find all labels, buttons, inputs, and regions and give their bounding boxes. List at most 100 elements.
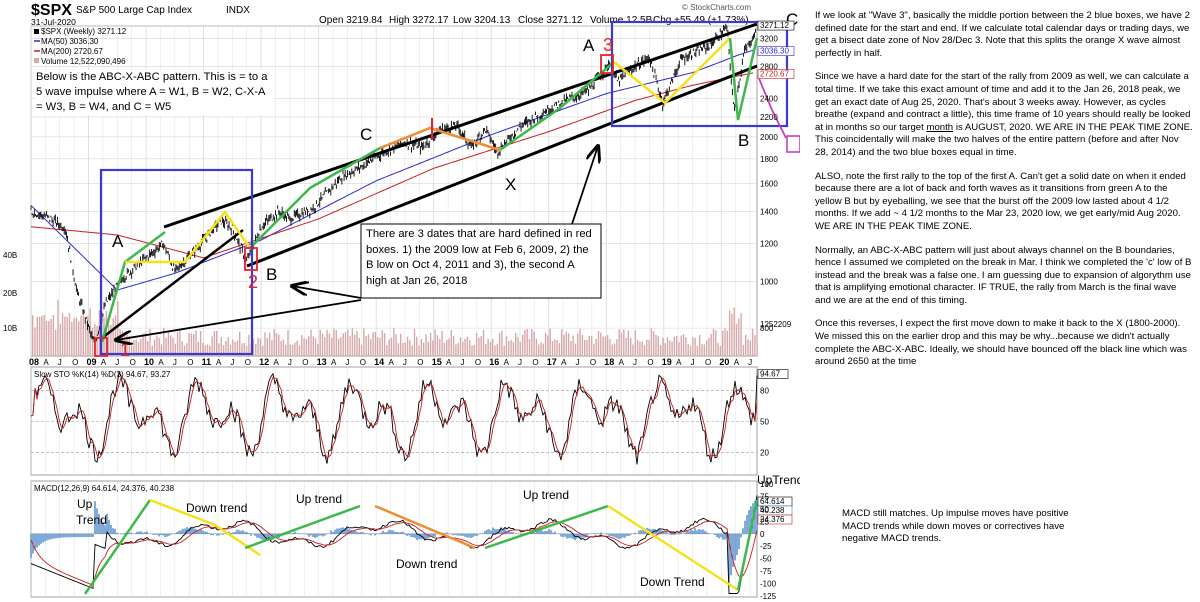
volume-bar [317,343,319,356]
macd-tick-label: 50 [760,505,769,514]
price-tick-label: 1800 [760,155,778,164]
volume-bar [664,343,666,356]
sto-tick-label: 50 [760,418,769,427]
x-tick-label: A [446,358,452,367]
macd-tick-label: 100 [760,480,774,489]
volume-bar [618,329,620,356]
volume-bar [512,341,515,356]
volume-bar [632,344,634,356]
volume-bar [140,338,142,356]
close-value: Close 3271.12 [518,15,583,26]
x-tick-label: O [130,358,136,367]
commentary-paragraph-3: ALSO, note the first rally to the top of… [815,170,1186,232]
volume-bar [689,345,692,356]
volume-bar [354,334,356,356]
x-tick-label: O [647,358,653,367]
volume-bar [117,301,119,356]
index-exchange: INDX [226,5,250,16]
volume-bar [45,320,48,356]
volume-bar [724,328,726,356]
volume-bar [634,330,636,356]
volume-bar [659,345,662,356]
volume-bar [542,343,544,356]
price-legend: $SPX (Weekly) 3271.12 MA(50) 3036.30 MA(… [34,27,127,66]
volume-bars: 40B 20B 10B 1252209 [3,251,792,356]
macd-label-down-trend-3: Down Trend [640,575,705,589]
volume-bar [528,339,531,356]
price-tick-label: 1000 [760,278,778,287]
volume-bar [505,336,508,356]
volume-bar [726,330,728,356]
x-axis: 08 A J O 09 A J O 10 A J O 11 A J O 12 A J O 13 A J O 14 A J O 15 A J O… [29,357,752,367]
volume-bar [558,343,561,356]
macd-value-label: 64.614 [760,497,785,506]
red-box-3 [600,54,614,74]
value-tag-label: 3036.30 [760,47,789,56]
x-tick-label: J [518,358,522,367]
sto-title: Slow STO %K(14) %D(3) 94.67, 93.27 [34,370,171,379]
volume-bar [133,340,135,356]
macd-value-box [757,514,793,525]
volume-bar [611,344,613,356]
price-tick-label: 2000 [760,133,778,142]
volume-bar [609,339,611,356]
volume-bar [199,331,202,356]
volume-bar [551,341,554,356]
price-tick-label: 1200 [760,239,778,248]
volume-bar [82,313,84,356]
volume-bar [588,335,590,356]
volume-bar [333,328,335,356]
volume-bar [563,334,565,356]
volume-bar [685,337,687,356]
volume-bar [271,339,273,356]
volume-bar [565,331,567,356]
volume-bar [301,335,303,356]
volume-bar [41,315,43,356]
volume-bar [61,313,64,356]
index-name: S&P 500 Large Cap Index [76,5,192,16]
purple-projection [757,75,787,139]
volume-bar [485,344,487,356]
x-tick-label: 13 [317,357,327,367]
x-tick-label: O [245,358,251,367]
x-tick-label: J [633,358,637,367]
volume-bar [167,330,170,356]
volume-bar [264,332,266,356]
volume-bar [733,307,735,356]
volume-bar [275,333,278,356]
volume-bar [570,341,572,356]
macd-title: MACD(12,26,9) 64.614, 24.376, 40.238 [34,484,175,493]
volume-bar [32,315,34,356]
volume-bar [342,333,344,356]
volume-bar [494,345,496,356]
macd-label-uptrend-4: UpTrend [757,473,800,487]
red-number-3: 3 [603,35,613,55]
volume-bar [411,345,413,356]
x-tick-label: A [43,358,49,367]
volume-bar [413,328,416,356]
volume-bar [393,328,395,356]
volume-bar [397,343,400,356]
volume-bar [600,332,602,356]
x-tick-label: A [619,358,625,367]
volume-bar [285,344,287,356]
x-tick-label: 11 [202,357,212,367]
volume-bar [549,328,551,356]
volume-bar [657,336,659,356]
red-box-2 [244,247,258,271]
volume-bar [220,337,222,356]
value-tag-label: 2720.67 [760,70,789,79]
volume-bar [515,332,517,356]
volume-bar [655,334,657,356]
x-tick-label: O [475,358,481,367]
volume-bar [694,337,696,356]
volume-bar [314,338,317,356]
volume-bar [209,345,211,356]
volume-bar [172,337,174,356]
volume-bar [441,331,443,356]
volume-bar [176,331,179,356]
volume-bar [128,336,130,356]
x-tick-label: 08 [29,357,39,367]
volume-bar [149,328,151,356]
red-box-1 [94,337,108,357]
